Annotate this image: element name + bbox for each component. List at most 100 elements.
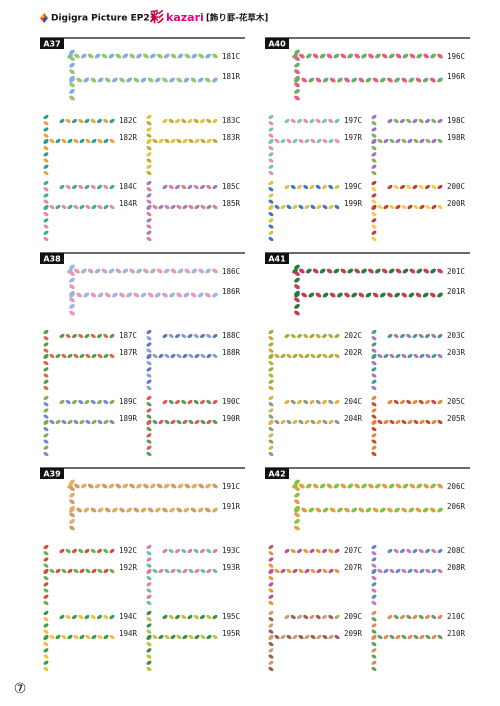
ornament bbox=[79, 634, 85, 640]
item-code: 181R bbox=[222, 72, 241, 81]
item-code: 186C bbox=[222, 267, 240, 276]
ornament bbox=[194, 568, 200, 574]
ornament bbox=[310, 353, 316, 359]
ornament bbox=[284, 399, 290, 405]
ornament bbox=[212, 568, 218, 574]
ornament bbox=[294, 507, 300, 513]
ornament bbox=[387, 184, 393, 190]
ornament bbox=[43, 373, 49, 378]
ornament bbox=[183, 507, 190, 513]
ornament bbox=[425, 333, 430, 339]
ornament bbox=[76, 292, 82, 298]
ornament bbox=[146, 451, 152, 457]
ornament bbox=[268, 164, 274, 169]
ornament bbox=[387, 614, 393, 620]
ornament bbox=[205, 268, 211, 274]
ornament bbox=[412, 614, 418, 620]
ornament bbox=[97, 548, 102, 554]
ornament bbox=[79, 138, 85, 144]
ornament bbox=[67, 353, 73, 359]
ornament bbox=[371, 666, 377, 672]
ornament bbox=[69, 95, 75, 101]
ornament bbox=[55, 568, 61, 574]
ornament bbox=[393, 614, 399, 620]
ornament bbox=[315, 507, 322, 513]
ornament bbox=[406, 614, 412, 620]
ornament bbox=[387, 548, 393, 554]
ornament bbox=[416, 483, 423, 489]
ornament bbox=[146, 180, 152, 186]
ornament bbox=[162, 292, 168, 298]
ornament bbox=[206, 184, 212, 190]
ornament bbox=[319, 53, 326, 59]
ornament bbox=[206, 353, 212, 359]
ornament bbox=[212, 483, 218, 489]
section-label: A37 bbox=[43, 40, 60, 49]
ornament bbox=[268, 114, 274, 120]
ornament bbox=[158, 568, 164, 574]
ornament bbox=[169, 77, 175, 83]
ornament bbox=[268, 408, 274, 413]
ornament bbox=[194, 419, 200, 425]
ornament bbox=[268, 594, 274, 599]
ornament bbox=[79, 419, 85, 425]
ornament bbox=[212, 419, 218, 425]
ornament bbox=[409, 483, 416, 489]
ornament bbox=[409, 268, 416, 274]
ornament bbox=[268, 544, 274, 550]
ornament bbox=[90, 614, 96, 620]
ornament bbox=[310, 568, 316, 574]
item-code: 201C bbox=[447, 267, 465, 276]
ornament bbox=[347, 53, 354, 59]
ornament bbox=[328, 614, 334, 620]
ornament bbox=[90, 77, 97, 83]
ornament bbox=[408, 507, 415, 513]
ornament bbox=[55, 204, 61, 210]
ornament bbox=[43, 180, 49, 186]
ornament bbox=[322, 353, 328, 359]
ornament bbox=[170, 53, 177, 59]
ornament bbox=[168, 118, 174, 124]
ornament bbox=[437, 353, 443, 359]
ornament bbox=[268, 379, 274, 384]
ornament bbox=[430, 53, 436, 59]
ornament bbox=[43, 360, 49, 366]
ornament bbox=[347, 483, 354, 489]
ornament bbox=[146, 654, 152, 659]
item-code: 182R bbox=[119, 133, 138, 142]
ornament bbox=[190, 292, 197, 298]
ornament bbox=[197, 77, 204, 83]
ornament bbox=[79, 568, 85, 574]
ornament bbox=[419, 138, 425, 144]
ornament bbox=[212, 399, 218, 405]
ornament bbox=[73, 634, 79, 640]
ornament bbox=[371, 336, 377, 341]
ornament bbox=[140, 77, 147, 83]
item-code: 189C bbox=[119, 397, 137, 406]
ornament bbox=[316, 353, 322, 359]
ornament bbox=[268, 127, 274, 132]
ornament bbox=[43, 594, 49, 599]
ornament bbox=[43, 666, 49, 672]
ornament bbox=[176, 353, 182, 359]
ornament bbox=[379, 77, 386, 83]
ornament bbox=[333, 53, 340, 59]
ornament bbox=[146, 218, 152, 223]
ornament bbox=[406, 118, 412, 124]
item-code: 208C bbox=[447, 546, 465, 555]
ornament bbox=[304, 353, 310, 359]
ornament bbox=[401, 507, 408, 513]
ornament bbox=[90, 548, 96, 554]
ornament bbox=[371, 114, 377, 120]
ornament bbox=[198, 268, 205, 274]
ornament bbox=[406, 399, 412, 405]
ornament bbox=[290, 333, 296, 339]
ornament bbox=[80, 268, 87, 274]
ornament bbox=[419, 568, 425, 574]
ornament bbox=[371, 224, 377, 229]
ornament bbox=[312, 483, 319, 489]
ornament bbox=[371, 445, 377, 450]
ornament bbox=[372, 292, 379, 298]
ornament bbox=[437, 204, 443, 210]
ornament bbox=[322, 118, 327, 124]
